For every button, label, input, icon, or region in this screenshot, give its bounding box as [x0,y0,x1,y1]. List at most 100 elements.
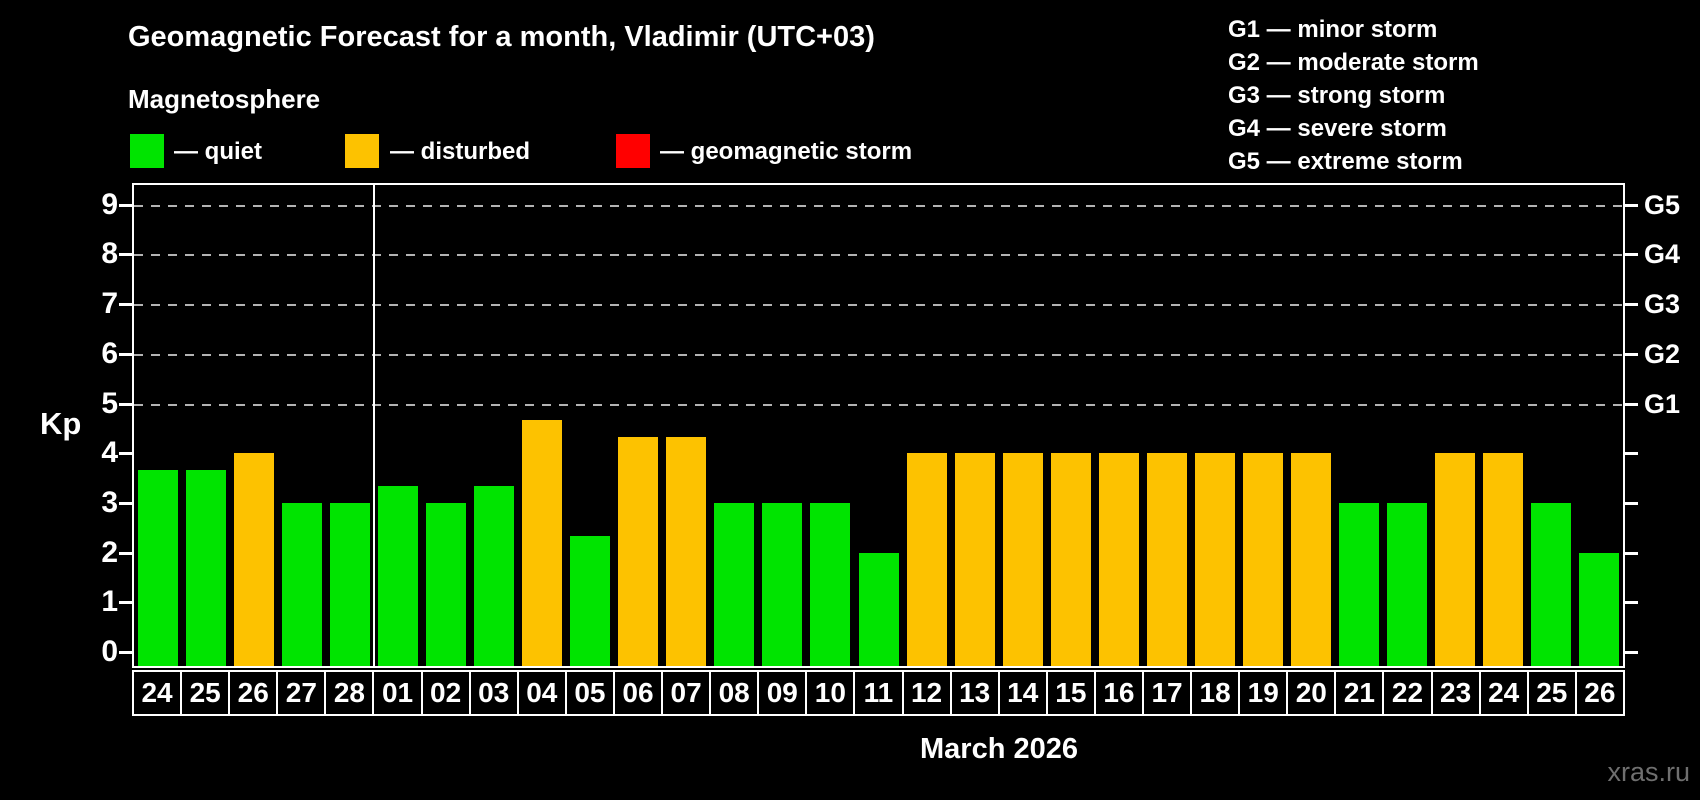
day-label-cell: 15 [1045,670,1096,716]
day-label-cell: 12 [901,670,952,716]
y-axis-tick-left [119,203,132,207]
day-label-cell: 05 [564,670,615,716]
y-axis-tick-label: 9 [101,187,118,221]
g5-legend-line: G5 — extreme storm [1228,148,1463,175]
kp-bar [186,469,227,666]
y-axis-tick-left [119,253,132,257]
gridline-kp5 [134,403,1623,406]
legend-label-disturbed: — disturbed [390,138,531,165]
kp-bar [474,486,515,666]
kp-bar [618,436,659,666]
g4-legend-line: G4 — severe storm [1228,115,1447,142]
kp-bar [666,436,707,666]
kp-bar [1482,453,1523,666]
kp-bar [1578,552,1619,666]
day-label-cell: 04 [516,670,567,716]
day-label-cell: 01 [372,670,423,716]
kp-bar [1098,453,1139,666]
kp-bar [1386,502,1427,666]
y-axis-tick-right [1625,452,1638,456]
y-axis-tick-label: 4 [101,436,118,470]
legend-label-storm: — geomagnetic storm [660,138,913,165]
x-axis-day-labels: 24 25 26 27 28 01 02 03 04 05 06 07 08 09 10 11 12 13 14 15… [132,670,1625,716]
kp-bar [522,419,563,666]
gridline-kp7 [134,304,1623,307]
day-label-cell: 08 [709,670,760,716]
kp-bar [1338,502,1379,666]
y-axis-tick-label: 8 [101,237,118,271]
kp-bar [282,502,323,666]
day-label-cell: 13 [949,670,1000,716]
y-axis-tick-right [1625,501,1638,505]
magnetosphere-subtitle: Magnetosphere [128,84,321,114]
y-axis-tick-label: 5 [101,386,118,420]
kp-bar [1530,502,1571,666]
day-label-cell: 26 [228,670,279,716]
kp-bar [714,502,755,666]
kp-bar [1050,453,1091,666]
day-label-cell: 10 [805,670,856,716]
y-axis-tick-right [1625,303,1638,307]
kp-bar [906,453,947,666]
legend-swatch-disturbed [345,134,379,168]
y-axis-tick-right [1625,203,1638,207]
kp-bar [858,552,899,666]
kp-bar [570,536,611,666]
y-axis-tick-right [1625,601,1638,605]
day-label-cell: 20 [1286,670,1337,716]
y-axis-tick-right [1625,651,1638,654]
y-axis-tick-left [119,551,132,555]
day-label-cell: 24 [132,670,183,716]
y-axis-tick-left [119,501,132,505]
day-label-cell: 25 [180,670,231,716]
kp-bar [810,502,851,666]
g2-legend-line: G2 — moderate storm [1228,49,1479,76]
g3-legend-line: G3 — strong storm [1228,82,1446,109]
kp-bar [1002,453,1043,666]
y-axis-tick-label: 0 [101,635,118,668]
month-separator [373,185,376,666]
y-axis-tick-right [1625,551,1638,555]
day-label-cell: 07 [661,670,712,716]
right-axis-label-g2: G2 [1644,338,1681,369]
y-axis-tick-left [119,452,132,456]
y-axis-tick-left [119,402,132,406]
right-axis-label-g4: G4 [1644,239,1681,270]
g-scale-legend: G1 — minor storm G2 — moderate storm G3 … [1228,13,1479,178]
y-axis-tick-label: 3 [101,485,118,519]
y-axis-tick-left [119,303,132,307]
gridline-kp6 [134,353,1623,356]
y-axis-title: Kp [40,406,82,441]
y-axis-tick-label: 1 [101,585,118,619]
x-axis-month-label: March 2026 [920,733,1078,765]
kp-bar [1242,453,1283,666]
kp-bar [1146,453,1187,666]
y-axis-tick-right [1625,402,1638,406]
gridline-kp8 [134,254,1623,257]
kp-bar [1194,453,1235,666]
day-label-cell: 14 [997,670,1048,716]
legend-label-quiet: — quiet [174,138,262,165]
g1-legend-line: G1 — minor storm [1228,16,1438,43]
watermark: xras.ru [1607,757,1690,787]
day-label-cell: 09 [757,670,808,716]
y-axis-tick-left [119,352,132,356]
day-label-cell: 22 [1382,670,1433,716]
kp-bar [1290,453,1331,666]
page-title: Geomagnetic Forecast for a month, Vladim… [128,21,875,53]
day-label-cell: 25 [1526,670,1577,716]
kp-bar [138,469,179,666]
day-label-cell: 27 [276,670,327,716]
legend-swatch-quiet [130,134,164,168]
legend-swatch-storm [616,134,650,168]
right-axis-label-g1: G1 [1644,388,1681,419]
right-axis-label-g5: G5 [1644,189,1681,220]
day-label-cell: 11 [853,670,904,716]
day-label-cell: 06 [612,670,664,716]
plot-area [119,183,1638,668]
right-axis-label-g3: G3 [1644,289,1681,320]
y-axis-tick-right [1625,352,1638,356]
kp-bar [426,502,467,666]
y-axis-tick-right [1625,253,1638,257]
